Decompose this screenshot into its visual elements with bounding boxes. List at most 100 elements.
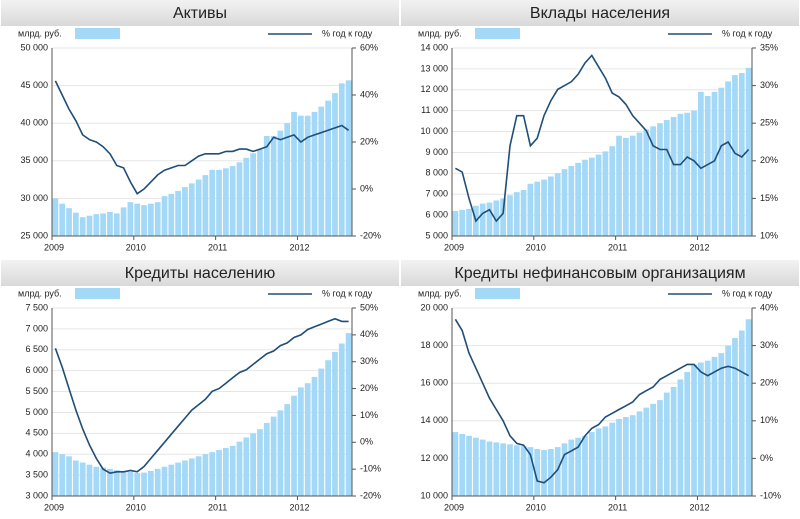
bar [202,454,209,496]
bar [141,472,147,496]
bar [338,83,345,237]
bar [636,411,643,496]
y2-tick-label: 20% [360,383,378,393]
y-tick-label: 4 000 [25,449,48,459]
y2-tick-label: 20% [360,136,378,146]
y2-tick-label: 30% [760,340,778,350]
y-tick-label: 7 000 [25,323,48,333]
bar [561,443,568,496]
bar [141,205,147,236]
bar [568,166,575,236]
bar [595,428,602,496]
bar [479,203,486,236]
y-tick-label: 3 500 [25,469,48,479]
bar [182,460,188,496]
bar [188,183,195,236]
y-tick-label: 5 500 [25,386,48,396]
bar [113,470,120,496]
bar [79,217,86,236]
bar [623,417,629,496]
bar [732,338,738,496]
bar [318,368,325,496]
legend-swatch [75,28,120,39]
y-tick-label: 20 000 [420,302,448,312]
bar [304,383,311,496]
y-tick-label: 6 000 [25,365,48,375]
bar [332,351,338,496]
x-tick-label: 2012 [689,502,709,512]
y2-tick-label: 0% [360,437,373,447]
bar [582,435,588,496]
bar [291,111,297,236]
bar [263,422,270,496]
bar [568,439,575,496]
bar [725,81,731,236]
bar [493,442,500,496]
bar [623,137,629,236]
bar [188,458,195,496]
title-bar [401,260,799,286]
bar [602,151,609,236]
y2-tick-label: 60% [360,42,378,52]
bar [291,395,297,496]
x-tick-label: 2009 [444,502,464,512]
bar [73,212,79,236]
legend-label: % год к году [722,288,773,298]
bar [575,162,581,236]
y-tick-label: 9 000 [425,147,448,157]
bar [263,135,270,236]
bar [513,445,520,496]
bar [500,198,506,236]
bar [507,444,513,496]
y2-tick-label: 50% [360,302,378,312]
y2-tick-label: 20% [760,155,778,165]
x-tick-label: 2009 [44,242,64,252]
bar [216,450,222,496]
y2-tick-label: 40% [360,329,378,339]
bar [479,439,486,496]
bar [59,454,66,496]
bar [127,471,134,496]
bar [684,112,691,236]
bar [466,435,472,496]
chart-panel: Активы 25 000 30 000 35 000 40 000 45 000 50 0… [1,0,399,252]
bar [663,120,670,236]
bar [616,135,622,236]
bar [663,392,670,496]
bar [500,443,506,496]
y2-tick-label: 10% [760,230,778,240]
bar [298,387,304,496]
y-tick-label: 5 000 [425,230,448,240]
bar [684,371,691,496]
bar [127,202,134,236]
bar [588,157,595,236]
chart-title: Активы [173,5,227,22]
bar [277,130,284,236]
bar [602,426,609,496]
bar [698,362,704,496]
bar [311,111,318,236]
y2-tick-label: 0% [760,453,773,463]
bar [718,87,725,236]
y-tick-label: 3 000 [25,490,48,500]
bar [473,437,479,496]
bar [704,96,711,237]
y-tick-label: 50 000 [20,42,48,52]
bar [107,211,113,236]
x-tick-label: 2012 [289,242,309,252]
bar [325,100,331,236]
bar [534,181,541,236]
bar [745,319,752,496]
bar [466,208,472,236]
y-tick-label: 5 000 [25,407,48,417]
x-tick-label: 2010 [526,242,546,252]
title-bar [1,260,399,286]
bar [616,418,622,496]
y-tick-label: 12 000 [420,84,448,94]
legend-swatch [475,288,520,299]
bar [229,166,236,236]
line [54,80,350,195]
bar [554,447,561,496]
bar [691,110,697,236]
